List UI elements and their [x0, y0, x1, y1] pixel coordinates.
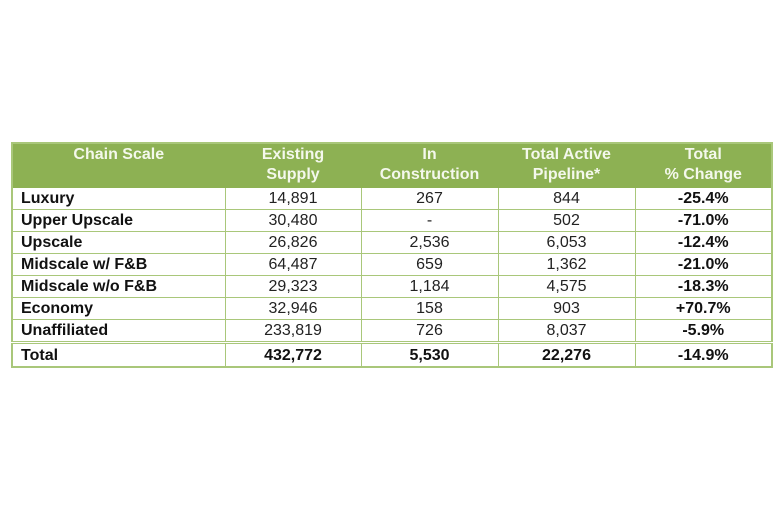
total-label-cell: Total: [11, 341, 226, 368]
chain-scale-cell: Upscale: [11, 231, 226, 254]
total-active-pipeline-cell: 1,362: [497, 253, 636, 276]
table-row: Upscale 26,826 2,536 6,053 -12.4%: [11, 231, 773, 254]
total-active-pipeline-cell: 4,575: [497, 275, 636, 298]
total-pct-change-cell: -18.3%: [634, 275, 773, 298]
table-row: Midscale w/o F&B 29,323 1,184 4,575 -18.…: [11, 275, 773, 298]
chain-scale-cell: Upper Upscale: [11, 209, 226, 232]
total-active-pipeline-cell: 6,053: [497, 231, 636, 254]
total-row: Total 432,772 5,530 22,276 -14.9%: [11, 341, 773, 368]
total-active-pipeline-cell: 502: [497, 209, 636, 232]
chain-scale-cell: Luxury: [11, 187, 226, 210]
table-row: Unaffiliated 233,819 726 8,037 -5.9%: [11, 319, 773, 343]
existing-supply-cell: 26,826: [224, 231, 362, 254]
table-row: Economy 32,946 158 903 +70.7%: [11, 297, 773, 320]
total-active-pipeline-cell: 844: [497, 187, 636, 210]
total-pct-change-cell: -71.0%: [634, 209, 773, 232]
in-construction-cell: 2,536: [360, 231, 499, 254]
chain-scale-cell: Midscale w/o F&B: [11, 275, 226, 298]
total-existing-supply-cell: 432,772: [224, 341, 362, 368]
header-total-pct-change: Total% Change: [634, 142, 773, 188]
total-pct-change-cell: -14.9%: [634, 341, 773, 368]
chain-scale-cell: Economy: [11, 297, 226, 320]
existing-supply-cell: 29,323: [224, 275, 362, 298]
total-pct-change-cell: -25.4%: [634, 187, 773, 210]
header-total-active-pipeline: Total Active Pipeline*: [497, 142, 636, 188]
header-row: Chain Scale Existing Supply In Constructio…: [11, 142, 773, 188]
hotel-pipeline-table: Chain Scale Existing Supply In Constructio…: [11, 142, 773, 368]
header-existing-supply: Existing Supply: [224, 142, 362, 188]
existing-supply-cell: 233,819: [224, 319, 362, 343]
existing-supply-cell: 14,891: [224, 187, 362, 210]
in-construction-cell: 1,184: [360, 275, 499, 298]
table-row: Upper Upscale 30,480 - 502 -71.0%: [11, 209, 773, 232]
total-active-pipeline-cell: 22,276: [497, 341, 636, 368]
total-pct-change-cell: +70.7%: [634, 297, 773, 320]
chain-scale-cell: Unaffiliated: [11, 319, 226, 343]
chain-scale-cell: Midscale w/ F&B: [11, 253, 226, 276]
total-active-pipeline-cell: 903: [497, 297, 636, 320]
total-in-construction-cell: 5,530: [360, 341, 499, 368]
header-in-construction: In Construction: [360, 142, 499, 188]
table-row: Midscale w/ F&B 64,487 659 1,362 -21.0%: [11, 253, 773, 276]
total-pct-change-cell: -12.4%: [634, 231, 773, 254]
in-construction-cell: 267: [360, 187, 499, 210]
total-active-pipeline-cell: 8,037: [497, 319, 636, 343]
existing-supply-cell: 30,480: [224, 209, 362, 232]
total-pct-change-cell: -5.9%: [634, 319, 773, 343]
existing-supply-cell: 64,487: [224, 253, 362, 276]
in-construction-cell: 726: [360, 319, 499, 343]
in-construction-cell: 158: [360, 297, 499, 320]
in-construction-cell: -: [360, 209, 499, 232]
table-row: Luxury 14,891 267 844 -25.4%: [11, 187, 773, 210]
total-pct-change-cell: -21.0%: [634, 253, 773, 276]
header-chain-scale: Chain Scale: [11, 142, 226, 188]
in-construction-cell: 659: [360, 253, 499, 276]
existing-supply-cell: 32,946: [224, 297, 362, 320]
